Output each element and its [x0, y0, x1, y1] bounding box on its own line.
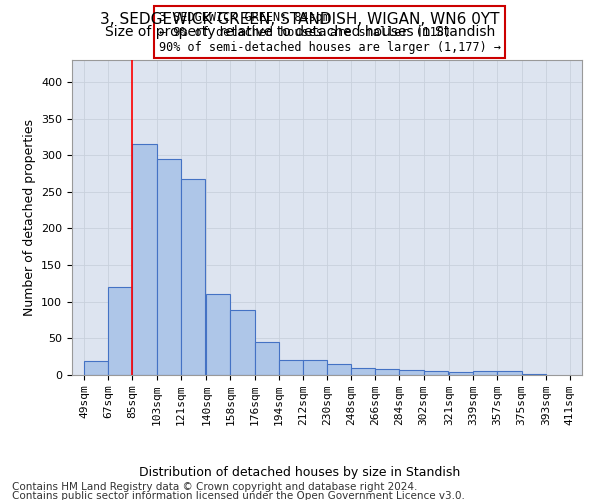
Text: Distribution of detached houses by size in Standish: Distribution of detached houses by size …	[139, 466, 461, 479]
Bar	[473, 372, 497, 375]
Bar	[521, 374, 546, 375]
Bar	[108, 287, 133, 375]
Text: 3, SEDGEWICK GREEN, STANDISH, WIGAN, WN6 0YT: 3, SEDGEWICK GREEN, STANDISH, WIGAN, WN6…	[100, 12, 500, 28]
Bar	[181, 180, 205, 375]
Bar	[400, 370, 424, 375]
Y-axis label: Number of detached properties: Number of detached properties	[23, 119, 35, 316]
Bar	[84, 361, 108, 375]
Text: Contains public sector information licensed under the Open Government Licence v3: Contains public sector information licen…	[12, 491, 465, 500]
Bar	[133, 144, 157, 375]
Bar	[424, 370, 448, 375]
Bar	[497, 372, 521, 375]
Text: 3 SEDGEWICK GREEN: 84sqm
← 9% of detached houses are smaller (118)
90% of semi-d: 3 SEDGEWICK GREEN: 84sqm ← 9% of detache…	[158, 10, 500, 54]
Bar	[376, 369, 400, 375]
Text: Contains HM Land Registry data © Crown copyright and database right 2024.: Contains HM Land Registry data © Crown c…	[12, 482, 418, 492]
Bar	[157, 159, 181, 375]
Text: Size of property relative to detached houses in Standish: Size of property relative to detached ho…	[105, 25, 495, 39]
Bar	[449, 372, 473, 375]
Bar	[230, 310, 254, 375]
Bar	[278, 360, 303, 375]
Bar	[254, 342, 278, 375]
Bar	[303, 360, 327, 375]
Bar	[351, 368, 376, 375]
Bar	[327, 364, 351, 375]
Bar	[206, 294, 230, 375]
